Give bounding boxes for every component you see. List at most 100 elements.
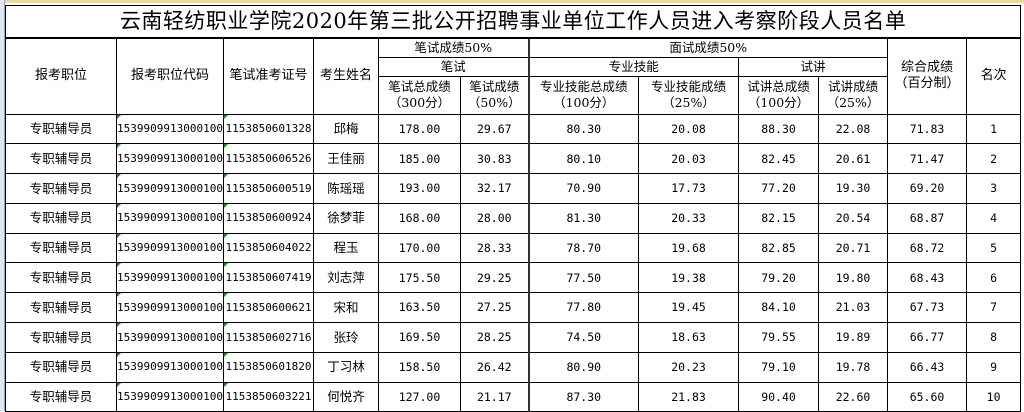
- cell-skill-score[interactable]: 17.73: [638, 173, 739, 204]
- cell-position[interactable]: 专职辅导员: [5, 262, 117, 294]
- cell-position-code[interactable]: 15399099130001001: [116, 322, 224, 353]
- cell-skill-score[interactable]: 19.45: [638, 292, 739, 324]
- cell-lecture-total[interactable]: 77.20: [738, 173, 819, 204]
- cell-composite[interactable]: 67.73: [887, 292, 967, 324]
- cell-rank[interactable]: 7: [965, 292, 1022, 324]
- cell-skill-score[interactable]: 20.23: [638, 351, 739, 383]
- cell-position-code[interactable]: 15399099130001001: [116, 113, 224, 145]
- cell-position[interactable]: 专职辅导员: [5, 381, 117, 412]
- cell-rank[interactable]: 9: [965, 351, 1022, 383]
- cell-skill-total[interactable]: 70.90: [527, 173, 639, 204]
- cell-position[interactable]: 专职辅导员: [5, 143, 117, 175]
- cell-lecture-score[interactable]: 19.80: [818, 262, 888, 294]
- cell-written-total[interactable]: 127.00: [378, 381, 461, 412]
- cell-lecture-score[interactable]: 21.03: [818, 292, 888, 324]
- cell-position-code[interactable]: 15399099130001001: [116, 351, 224, 383]
- cell-position-code[interactable]: 15399099130001001: [116, 143, 224, 175]
- cell-skill-total[interactable]: 74.50: [527, 322, 639, 353]
- cell-exam-id[interactable]: 1153850603221: [223, 381, 314, 412]
- cell-lecture-total[interactable]: 82.45: [738, 143, 819, 175]
- cell-written-total[interactable]: 178.00: [378, 113, 461, 145]
- cell-lecture-score[interactable]: 19.78: [818, 351, 888, 383]
- cell-exam-id[interactable]: 1153850600924: [223, 202, 314, 234]
- cell-written-score[interactable]: 28.00: [460, 202, 529, 234]
- cell-skill-score[interactable]: 18.63: [638, 322, 739, 353]
- cell-exam-id[interactable]: 1153850604022: [223, 232, 314, 264]
- cell-position[interactable]: 专职辅导员: [5, 173, 117, 204]
- cell-rank[interactable]: 3: [965, 173, 1022, 204]
- cell-name[interactable]: 刘志萍: [313, 262, 379, 294]
- cell-skill-total[interactable]: 87.30: [527, 381, 639, 412]
- cell-composite[interactable]: 69.20: [887, 173, 967, 204]
- cell-skill-score[interactable]: 19.68: [638, 232, 739, 264]
- cell-position-code[interactable]: 15399099130001001: [116, 292, 224, 324]
- cell-position[interactable]: 专职辅导员: [5, 202, 117, 234]
- cell-composite[interactable]: 65.60: [887, 381, 967, 412]
- cell-written-score[interactable]: 29.25: [460, 262, 529, 294]
- cell-skill-score[interactable]: 20.08: [638, 113, 739, 145]
- cell-written-total[interactable]: 170.00: [378, 232, 461, 264]
- cell-exam-id[interactable]: 1153850600519: [223, 173, 314, 204]
- cell-lecture-total[interactable]: 79.20: [738, 262, 819, 294]
- cell-exam-id[interactable]: 1153850606526: [223, 143, 314, 175]
- cell-position-code[interactable]: 15399099130001001: [116, 232, 224, 264]
- cell-lecture-score[interactable]: 19.89: [818, 322, 888, 353]
- cell-position[interactable]: 专职辅导员: [5, 351, 117, 383]
- cell-position-code[interactable]: 15399099130001001: [116, 381, 224, 412]
- cell-lecture-score[interactable]: 22.08: [818, 113, 888, 145]
- cell-lecture-total[interactable]: 82.15: [738, 202, 819, 234]
- cell-composite[interactable]: 71.83: [887, 113, 967, 145]
- cell-skill-score[interactable]: 20.03: [638, 143, 739, 175]
- cell-written-score[interactable]: 27.25: [460, 292, 529, 324]
- cell-exam-id[interactable]: 1153850601820: [223, 351, 314, 383]
- cell-lecture-score[interactable]: 20.61: [818, 143, 888, 175]
- cell-skill-total[interactable]: 80.30: [527, 113, 639, 145]
- cell-rank[interactable]: 4: [965, 202, 1022, 234]
- cell-composite[interactable]: 66.77: [887, 322, 967, 353]
- cell-written-total[interactable]: 163.50: [378, 292, 461, 324]
- cell-position[interactable]: 专职辅导员: [5, 292, 117, 324]
- cell-written-total[interactable]: 158.50: [378, 351, 461, 383]
- cell-rank[interactable]: 1: [965, 113, 1022, 145]
- cell-rank[interactable]: 8: [965, 322, 1022, 353]
- cell-written-total[interactable]: 168.00: [378, 202, 461, 234]
- cell-name[interactable]: 宋和: [313, 292, 379, 324]
- cell-lecture-total[interactable]: 88.30: [738, 113, 819, 145]
- cell-lecture-total[interactable]: 90.40: [738, 381, 819, 412]
- cell-name[interactable]: 邱梅: [313, 113, 379, 145]
- cell-position-code[interactable]: 15399099130001001: [116, 173, 224, 204]
- cell-lecture-score[interactable]: 22.60: [818, 381, 888, 412]
- cell-exam-id[interactable]: 1153850600621: [223, 292, 314, 324]
- cell-rank[interactable]: 5: [965, 232, 1022, 264]
- cell-skill-total[interactable]: 80.10: [527, 143, 639, 175]
- cell-written-total[interactable]: 175.50: [378, 262, 461, 294]
- cell-skill-total[interactable]: 77.80: [527, 292, 639, 324]
- cell-written-score[interactable]: 21.17: [460, 381, 529, 412]
- cell-composite[interactable]: 68.43: [887, 262, 967, 294]
- cell-name[interactable]: 丁习林: [313, 351, 379, 383]
- cell-position[interactable]: 专职辅导员: [5, 113, 117, 145]
- cell-exam-id[interactable]: 1153850607419: [223, 262, 314, 294]
- cell-position-code[interactable]: 15399099130001001: [116, 202, 224, 234]
- cell-lecture-score[interactable]: 19.30: [818, 173, 888, 204]
- cell-composite[interactable]: 68.87: [887, 202, 967, 234]
- cell-position[interactable]: 专职辅导员: [5, 322, 117, 353]
- cell-position-code[interactable]: 15399099130001001: [116, 262, 224, 294]
- cell-name[interactable]: 何悦齐: [313, 381, 379, 412]
- cell-written-score[interactable]: 26.42: [460, 351, 529, 383]
- cell-exam-id[interactable]: 1153850602716: [223, 322, 314, 353]
- cell-name[interactable]: 徐梦菲: [313, 202, 379, 234]
- cell-lecture-total[interactable]: 79.55: [738, 322, 819, 353]
- cell-rank[interactable]: 2: [965, 143, 1022, 175]
- cell-written-score[interactable]: 32.17: [460, 173, 529, 204]
- cell-lecture-score[interactable]: 20.71: [818, 232, 888, 264]
- cell-rank[interactable]: 6: [965, 262, 1022, 294]
- cell-composite[interactable]: 66.43: [887, 351, 967, 383]
- cell-lecture-total[interactable]: 84.10: [738, 292, 819, 324]
- cell-written-total[interactable]: 185.00: [378, 143, 461, 175]
- cell-exam-id[interactable]: 1153850601328: [223, 113, 314, 145]
- cell-skill-score[interactable]: 20.33: [638, 202, 739, 234]
- cell-composite[interactable]: 68.72: [887, 232, 967, 264]
- cell-written-score[interactable]: 29.67: [460, 113, 529, 145]
- cell-lecture-score[interactable]: 20.54: [818, 202, 888, 234]
